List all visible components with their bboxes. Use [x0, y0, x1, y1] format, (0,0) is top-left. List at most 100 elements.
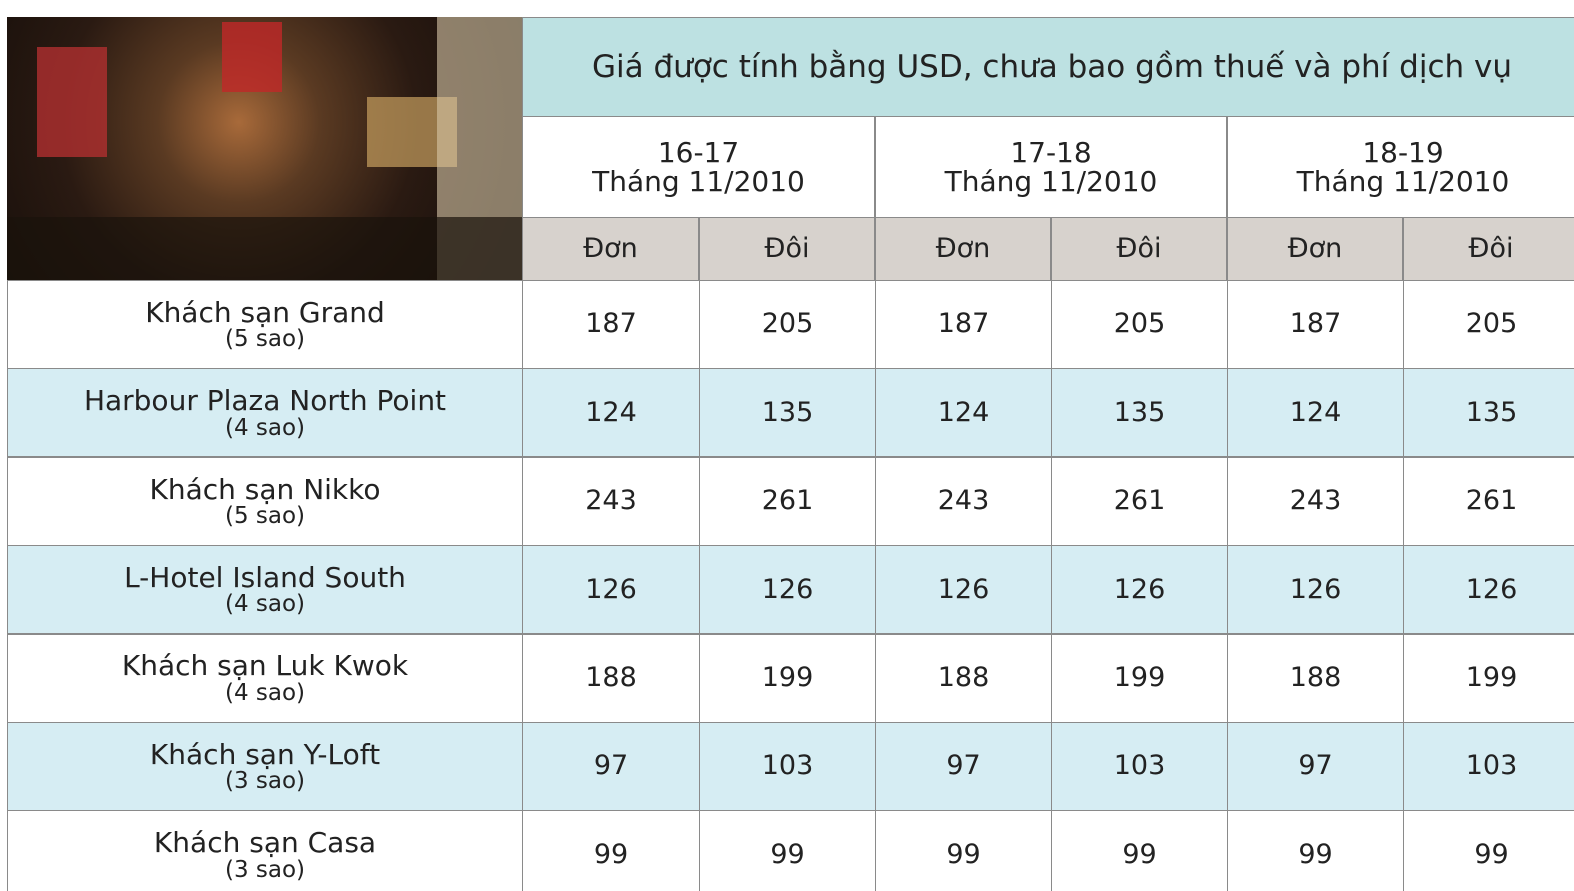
price-cell: 126: [1051, 545, 1228, 634]
sub-header: Đôi: [1403, 217, 1574, 281]
price: 103: [762, 752, 814, 780]
price-cell: 188: [1227, 634, 1404, 723]
hotel-cell: Khách sạn Luk Kwok(4 sao): [7, 634, 523, 723]
hotel-cell: Khách sạn Grand(5 sao): [7, 280, 523, 369]
price-cell: 243: [875, 457, 1052, 546]
price-cell: 261: [1403, 457, 1574, 546]
price-cell: 97: [1227, 722, 1404, 811]
hotel-name: Harbour Plaza North Point: [84, 386, 446, 415]
period-dates: 18-19: [1362, 138, 1443, 167]
price-cell: 99: [1403, 810, 1574, 891]
sub-header-text: Đơn: [1288, 235, 1343, 263]
period-month: Tháng 11/2010: [945, 167, 1158, 196]
price: 205: [762, 310, 814, 338]
price-cell: 187: [875, 280, 1052, 369]
price-cell: 199: [1051, 634, 1228, 723]
price: 243: [1290, 487, 1342, 515]
hotel-stars: (3 sao): [225, 858, 305, 882]
sub-header: Đơn: [1227, 217, 1403, 281]
price: 187: [938, 310, 990, 338]
price: 187: [585, 310, 637, 338]
period-dates: 17-18: [1010, 138, 1091, 167]
price: 261: [1466, 487, 1518, 515]
price-cell: 261: [699, 457, 876, 546]
hotel-name: Khách sạn Grand: [145, 298, 385, 327]
price: 97: [1298, 752, 1332, 780]
photo: [7, 17, 522, 280]
price: 103: [1114, 752, 1166, 780]
price: 135: [762, 399, 814, 427]
photo-art: [7, 17, 522, 280]
period-month: Tháng 11/2010: [592, 167, 805, 196]
price-cell: 243: [522, 457, 700, 546]
price-cell: 97: [875, 722, 1052, 811]
price: 126: [1466, 576, 1518, 604]
hotel-stars: (4 sao): [225, 416, 305, 440]
price-cell: 126: [875, 545, 1052, 634]
price-cell: 99: [699, 810, 876, 891]
price-cell: 97: [522, 722, 700, 811]
hotel-cell: L-Hotel Island South(4 sao): [7, 545, 523, 634]
caption-text: Giá được tính bằng USD, chưa bao gồm thu…: [592, 51, 1512, 84]
sub-header-text: Đôi: [1117, 235, 1162, 263]
price-cell: 126: [1227, 545, 1404, 634]
price: 243: [585, 487, 637, 515]
price-cell: 103: [699, 722, 876, 811]
price: 126: [1114, 576, 1166, 604]
sub-header-text: Đơn: [583, 235, 638, 263]
price-cell: 199: [699, 634, 876, 723]
price-cell: 199: [1403, 634, 1574, 723]
price: 124: [585, 399, 637, 427]
price: 97: [594, 752, 628, 780]
sub-header: Đơn: [522, 217, 699, 281]
price-cell: 126: [699, 545, 876, 634]
price: 99: [594, 841, 628, 869]
price-cell: 261: [1051, 457, 1228, 546]
price-cell: 103: [1051, 722, 1228, 811]
sub-header: Đôi: [699, 217, 875, 281]
price: 135: [1114, 399, 1166, 427]
price: 99: [770, 841, 804, 869]
price: 188: [938, 664, 990, 692]
price: 126: [585, 576, 637, 604]
hotel-stars: (5 sao): [225, 327, 305, 351]
sub-header-text: Đơn: [936, 235, 991, 263]
price: 99: [1122, 841, 1156, 869]
sub-header-text: Đôi: [765, 235, 810, 263]
price-cell: 99: [1051, 810, 1228, 891]
price: 126: [938, 576, 990, 604]
hotel-cell: Khách sạn Casa(3 sao): [7, 810, 523, 891]
price: 126: [1290, 576, 1342, 604]
price: 124: [1290, 399, 1342, 427]
price: 188: [585, 664, 637, 692]
price: 99: [946, 841, 980, 869]
price-cell: 99: [875, 810, 1052, 891]
price: 97: [946, 752, 980, 780]
hotel-stars: (4 sao): [225, 592, 305, 616]
price-cell: 135: [1403, 368, 1574, 457]
price: 124: [938, 399, 990, 427]
hotel-stars: (3 sao): [225, 769, 305, 793]
price-cell: 205: [1403, 280, 1574, 369]
price: 103: [1466, 752, 1518, 780]
sub-header-text: Đôi: [1469, 235, 1514, 263]
hotel-name: Khách sạn Nikko: [150, 475, 381, 504]
price-cell: 205: [699, 280, 876, 369]
price: 261: [1114, 487, 1166, 515]
price-cell: 135: [699, 368, 876, 457]
price-cell: 188: [875, 634, 1052, 723]
caption: Giá được tính bằng USD, chưa bao gồm thu…: [522, 17, 1574, 117]
price: 199: [1466, 664, 1518, 692]
price-cell: 188: [522, 634, 700, 723]
period-dates: 16-17: [658, 138, 739, 167]
hotel-stars: (5 sao): [225, 504, 305, 528]
hotel-cell: Khách sạn Nikko(5 sao): [7, 457, 523, 546]
sub-header: Đôi: [1051, 217, 1227, 281]
hotel-cell: Harbour Plaza North Point(4 sao): [7, 368, 523, 457]
price-cell: 187: [1227, 280, 1404, 369]
price: 126: [762, 576, 814, 604]
price-cell: 126: [522, 545, 700, 634]
price: 99: [1474, 841, 1508, 869]
